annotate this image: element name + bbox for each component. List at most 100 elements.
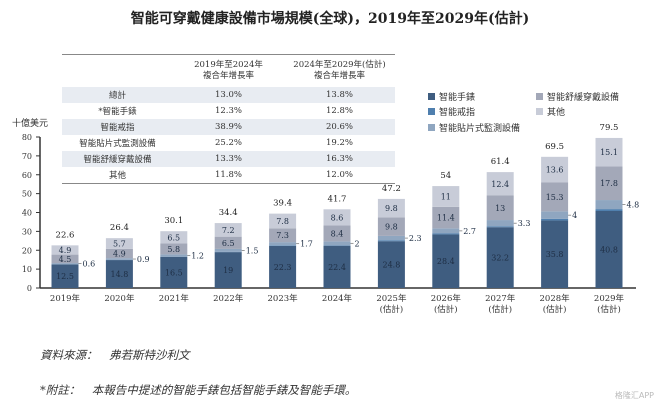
bar-segment [486, 172, 514, 196]
data-label: 9.8 [385, 204, 398, 213]
data-label: 24.8 [382, 261, 400, 270]
bar-segment [541, 218, 569, 221]
y-tick-label: 30 [22, 227, 32, 236]
bar-segment [269, 242, 297, 246]
bar-segment [377, 235, 405, 241]
legend-swatch [536, 108, 543, 115]
total-label: 54 [440, 171, 451, 181]
legend-item: 智能手錶 [428, 90, 475, 103]
legend-item: 智能貼片式監測設備 [428, 121, 520, 134]
bar-segment [51, 254, 79, 264]
x-tick-label: 2019年 [50, 293, 81, 304]
data-label: 7.8 [276, 217, 289, 226]
table-header: 2024年至2029年(估計) 複合年增長率 [284, 54, 395, 87]
data-label: 6.5 [167, 233, 180, 242]
data-label: 7.2 [222, 226, 235, 235]
bar-segment [377, 241, 405, 288]
total-label: 47.2 [382, 184, 401, 194]
bar-segment [51, 264, 79, 288]
data-label: 8.4 [331, 229, 344, 238]
data-label: 8.6 [331, 213, 344, 222]
data-label: 7.3 [276, 231, 289, 240]
bar-segment [105, 258, 133, 260]
data-label: 1.5 [246, 246, 259, 255]
bar-segment [377, 198, 405, 218]
table-row: *智能手錶 12.3% 12.8% [62, 103, 395, 119]
table-row: 智能舒緩穿戴設備 13.3% 16.3% [62, 151, 395, 167]
table-cell: 其他 [62, 167, 173, 184]
x-tick-label: 2026年 [431, 293, 462, 304]
data-label: 16.5 [165, 268, 183, 277]
bar-segment [323, 241, 351, 246]
source-note: 資料來源： 弗若斯特沙利文 [40, 348, 190, 362]
y-tick-label: 40 [22, 209, 32, 218]
legend-label: 智能舒緩穿戴設備 [547, 93, 620, 103]
chart-title: 智能可穿戴健康設備市場規模(全球)，2019年至2029年(估計) [130, 11, 530, 27]
total-label: 69.5 [545, 142, 564, 152]
table-cell: 25.2% [214, 138, 242, 148]
legend-label: 智能手錶 [439, 93, 476, 103]
total-label: 30.1 [164, 216, 183, 226]
legend-swatch [536, 93, 543, 100]
bar-segment [432, 233, 460, 235]
bar-segment [595, 137, 623, 167]
table-cell: 38.9% [214, 122, 242, 132]
total-label: 39.4 [273, 199, 292, 209]
table-row: 總計 13.0% 13.8% [62, 87, 395, 103]
y-tick-label: 70 [22, 152, 32, 161]
table-row: 智能貼片式監測設備 25.2% 19.2% [62, 135, 395, 151]
data-label: 2.3 [409, 234, 422, 243]
table-cell: 20.6% [325, 122, 353, 132]
data-label: 17.8 [600, 179, 618, 188]
table-cell: 13.3% [214, 154, 242, 164]
data-label: 13.6 [546, 166, 564, 175]
table-header: 2019年至2024年 複合年增長率 [173, 54, 284, 87]
data-label: 2.7 [463, 227, 476, 236]
total-label: 26.4 [110, 223, 129, 233]
legend-swatch [428, 108, 435, 115]
legend-label: 智能戒指 [439, 108, 476, 118]
bar-segment [595, 200, 623, 210]
table-cell: 12.0% [284, 167, 395, 184]
x-tick-label: 2021年 [159, 293, 190, 304]
legend-swatch [428, 124, 435, 131]
data-label: 22.4 [328, 263, 346, 272]
legend-item: 其他 [536, 105, 565, 118]
data-label: 40.8 [600, 245, 618, 254]
bar-segment [105, 238, 133, 249]
bar-segment [214, 223, 242, 237]
bar-segment [595, 166, 623, 201]
bar-segment [214, 248, 242, 252]
data-label: 4.9 [113, 250, 126, 259]
legend-item: 智能舒緩穿戴設備 [536, 90, 619, 103]
bar-segment [595, 210, 623, 288]
data-label: 12.5 [56, 272, 74, 281]
data-label: 6.5 [222, 239, 235, 248]
bar-segment [269, 245, 297, 288]
data-label: 5.8 [167, 245, 180, 254]
watermark: 格隆汇APP [614, 391, 654, 400]
table-cell: 智能戒指 [100, 123, 135, 133]
data-label: 11.4 [437, 214, 455, 223]
data-label: 13 [495, 204, 505, 213]
data-label: 28.4 [437, 257, 455, 266]
legend-label: 智能貼片式監測設備 [439, 124, 521, 134]
bar-segment [323, 225, 351, 242]
bar-segment [105, 260, 133, 288]
table-cell: *智能手錶 [98, 107, 137, 117]
bar-segment [541, 211, 569, 219]
table-cell: 19.2% [325, 138, 353, 148]
table-row: 其他 11.8% 12.0% [62, 167, 395, 184]
bar-segment [160, 254, 188, 257]
bar-segment [269, 228, 297, 243]
bar-segment [323, 245, 351, 288]
data-label: 4.8 [627, 201, 640, 210]
total-label: 79.5 [600, 123, 619, 133]
data-label: 12.4 [491, 180, 509, 189]
data-label: 19 [223, 266, 233, 275]
total-label: 61.4 [491, 157, 510, 167]
bar-segment [377, 240, 405, 242]
data-label: 15.3 [546, 193, 564, 202]
table-header-row: 2019年至2024年 複合年增長率 2024年至2029年(估計) 複合年增長率 [62, 54, 395, 87]
